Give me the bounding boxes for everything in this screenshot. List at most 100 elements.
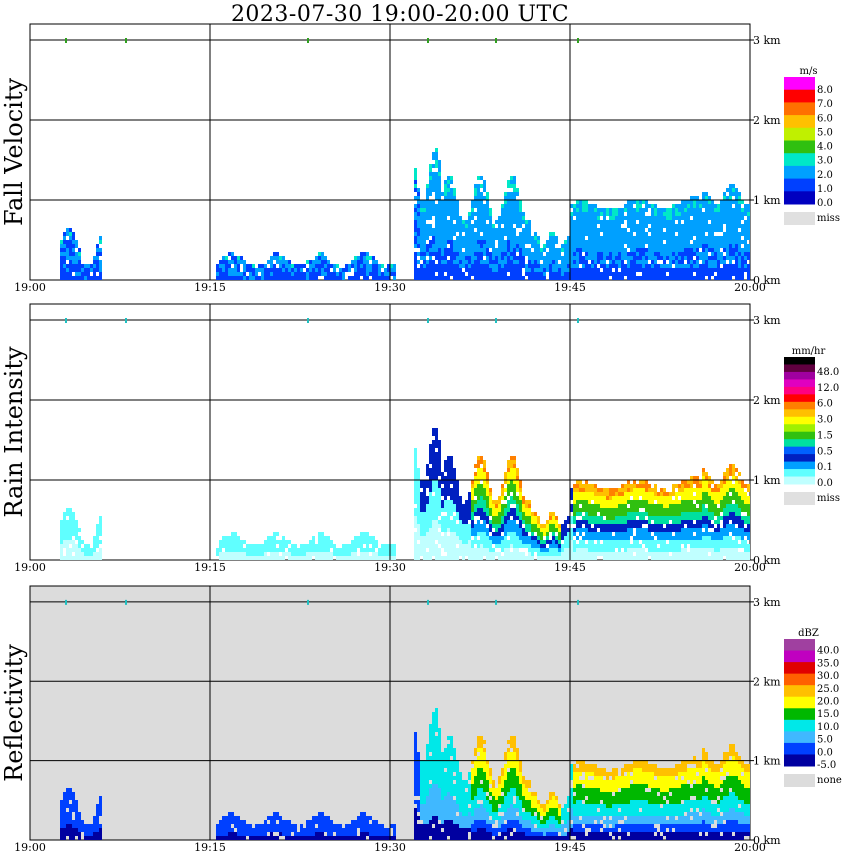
heatmap-cell xyxy=(258,548,261,552)
heatmap-cell xyxy=(438,212,441,216)
heatmap-cell xyxy=(99,824,102,828)
heatmap-cell xyxy=(636,244,639,248)
x-tick-label: 19:45 xyxy=(554,561,586,574)
heatmap-cell xyxy=(417,532,420,536)
heatmap-cell xyxy=(60,540,63,544)
heatmap-cell xyxy=(735,196,738,200)
heatmap-cell xyxy=(507,264,510,268)
heatmap-cell xyxy=(81,552,84,556)
heatmap-cell xyxy=(516,556,519,560)
heatmap-cell xyxy=(477,460,480,464)
heatmap-cell xyxy=(522,496,525,500)
heatmap-cell xyxy=(645,232,648,236)
heatmap-cell xyxy=(597,524,600,528)
heatmap-cell xyxy=(681,208,684,212)
heatmap-cell xyxy=(642,488,645,492)
heatmap-cell xyxy=(435,548,438,552)
heatmap-cell xyxy=(498,532,501,536)
heatmap-cell xyxy=(714,256,717,260)
heatmap-cell xyxy=(507,500,510,504)
heatmap-cell xyxy=(627,232,630,236)
heatmap-cell xyxy=(504,196,507,200)
heatmap-cell xyxy=(390,544,393,548)
heatmap-cell xyxy=(93,556,96,560)
heatmap-cell xyxy=(303,556,306,560)
heatmap-cell xyxy=(654,528,657,532)
heatmap-cell xyxy=(444,536,447,540)
heatmap-cell xyxy=(561,260,564,264)
heatmap-cell xyxy=(447,504,450,508)
heatmap-cell xyxy=(672,252,675,256)
heatmap-cell xyxy=(726,492,729,496)
heatmap-cell xyxy=(96,544,99,548)
heatmap-cell xyxy=(432,260,435,264)
heatmap-cell xyxy=(75,244,78,248)
heatmap-cell xyxy=(696,516,699,520)
heatmap-cell xyxy=(597,508,600,512)
heatmap-cell xyxy=(510,500,513,504)
heatmap-cell xyxy=(720,480,723,484)
heatmap-cell xyxy=(702,512,705,516)
heatmap-cell xyxy=(498,512,501,516)
heatmap-cell xyxy=(507,504,510,508)
heatmap-cell xyxy=(504,252,507,256)
heatmap-cell xyxy=(480,536,483,540)
heatmap-cell xyxy=(603,232,606,236)
heatmap-cell xyxy=(726,264,729,268)
heatmap-cell xyxy=(381,552,384,556)
heatmap-cell xyxy=(726,556,729,560)
heatmap-cell xyxy=(591,244,594,248)
heatmap-cell xyxy=(78,540,81,544)
heatmap-cell xyxy=(219,268,222,272)
colorbar-swatch xyxy=(784,357,815,365)
heatmap-cell xyxy=(636,492,639,496)
heatmap-cell xyxy=(609,216,612,220)
heatmap-cell xyxy=(663,496,666,500)
heatmap-cell xyxy=(483,508,486,512)
heatmap-cell xyxy=(663,544,666,548)
heatmap-cell xyxy=(630,524,633,528)
heatmap-cell xyxy=(432,548,435,552)
heatmap-cell xyxy=(222,276,225,280)
heatmap-cell xyxy=(435,488,438,492)
heatmap-cell xyxy=(255,276,258,280)
heatmap-cell xyxy=(729,248,732,252)
heatmap-cell xyxy=(255,268,258,272)
heatmap-cell xyxy=(435,276,438,280)
heatmap-cell xyxy=(714,544,717,548)
heatmap-cell xyxy=(612,552,615,556)
heatmap-cell xyxy=(663,492,666,496)
heatmap-cell xyxy=(69,556,72,560)
heatmap-cell xyxy=(93,824,96,828)
heatmap-cell xyxy=(699,504,702,508)
heatmap-cell xyxy=(432,512,435,516)
heatmap-cell xyxy=(480,204,483,208)
heatmap-cell xyxy=(663,272,666,276)
heatmap-cell xyxy=(477,544,480,548)
heatmap-cell xyxy=(426,524,429,528)
heatmap-cell xyxy=(483,216,486,220)
heatmap-cell xyxy=(678,540,681,544)
heatmap-cell xyxy=(459,248,462,252)
heatmap-cell xyxy=(543,548,546,552)
heatmap-cell xyxy=(603,528,606,532)
heatmap-cell xyxy=(459,536,462,540)
heatmap-cell xyxy=(363,532,366,536)
heatmap-cell xyxy=(495,276,498,280)
heatmap-cell xyxy=(420,520,423,524)
heatmap-cell xyxy=(675,276,678,280)
heatmap-cell xyxy=(594,204,597,208)
heatmap-cell xyxy=(378,264,381,268)
heatmap-cell xyxy=(480,472,483,476)
heatmap-cell xyxy=(555,236,558,240)
heatmap-cell xyxy=(585,496,588,500)
heatmap-cell xyxy=(636,200,639,204)
top-marker xyxy=(307,38,309,43)
heatmap-cell xyxy=(594,212,597,216)
colorbar-swatch xyxy=(784,461,815,470)
heatmap-cell xyxy=(651,544,654,548)
heatmap-cell xyxy=(75,272,78,276)
heatmap-cell xyxy=(453,264,456,268)
heatmap-cell xyxy=(441,556,444,560)
top-marker xyxy=(125,318,127,323)
